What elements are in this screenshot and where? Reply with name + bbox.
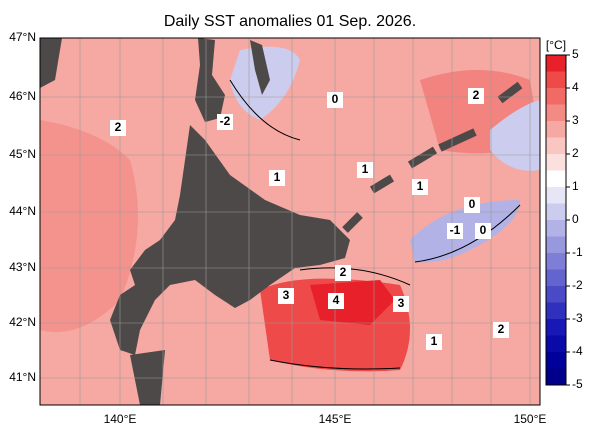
colorbar-swatch — [546, 55, 566, 72]
colorbar-swatch — [546, 352, 566, 369]
graticule — [40, 38, 540, 405]
colorbar-swatch — [546, 286, 566, 303]
contour-label-box — [278, 288, 294, 304]
colorbar-swatch — [546, 104, 566, 122]
cool-area — [410, 200, 520, 263]
lon-label: 140°E — [104, 412, 137, 426]
title: Daily SST anomalies 01 Sep. 2026. — [164, 13, 416, 30]
colorbar-swatch — [546, 121, 566, 138]
contour-label-box — [493, 322, 509, 338]
land — [40, 38, 62, 88]
colorbar-tick-label: 4 — [572, 80, 579, 94]
cool-area — [490, 100, 540, 171]
contour-label-box — [269, 170, 285, 186]
colorbar-swatch — [546, 236, 566, 254]
colorbar-label: [°C] — [546, 38, 566, 52]
colorbar-swatch — [546, 368, 566, 386]
contour-label: 2 — [115, 120, 122, 134]
contour-label: 2 — [498, 322, 505, 336]
contour-label: 1 — [274, 170, 281, 184]
colorbar-tick-label: -2 — [572, 278, 583, 292]
land-honshu — [130, 350, 165, 405]
colorbar-tick-label: 1 — [572, 179, 579, 193]
colorbar-swatch — [546, 88, 566, 105]
land-sakhalin — [195, 38, 225, 122]
contour-label-box — [217, 114, 233, 130]
contour-label-box — [327, 92, 343, 108]
contour-label-box — [464, 197, 480, 213]
contour-label: 1 — [417, 179, 424, 193]
lon-label: 145°E — [319, 412, 352, 426]
colorbar-tick-label: 3 — [572, 113, 579, 127]
map-frame — [39, 37, 541, 406]
colorbar-swatch — [546, 154, 566, 171]
colorbar-swatch — [546, 220, 566, 237]
colorbar-tick-label: -1 — [572, 245, 583, 259]
contour-label: 1 — [362, 162, 369, 176]
map — [40, 38, 540, 405]
colorbar-swatch — [546, 269, 566, 287]
lat-label: 46°N — [9, 89, 36, 103]
contour-label: 0 — [480, 223, 487, 237]
contour-label-box — [468, 88, 484, 104]
land-kurils — [342, 81, 523, 233]
lat-label: 45°N — [9, 147, 36, 161]
colorbar-swatch — [546, 137, 566, 155]
contour-label: -2 — [220, 114, 231, 128]
contour-label-box — [426, 334, 442, 350]
contour-label-box — [412, 179, 428, 195]
colorbar-swatch — [546, 170, 566, 188]
lat-label: 42°N — [9, 315, 36, 329]
lat-label: 41°N — [9, 370, 36, 384]
contour-label-box — [328, 293, 344, 309]
colorbar-swatch — [546, 203, 566, 221]
colorbar-tick-label: 2 — [572, 146, 579, 160]
contour-label: 2 — [473, 88, 480, 102]
contour-label: 0 — [332, 92, 339, 106]
contour-label-box — [357, 162, 373, 178]
lat-label: 47°N — [9, 30, 36, 44]
contour-label-box — [447, 223, 463, 239]
warm-area — [40, 120, 138, 332]
contour-label: 0 — [469, 197, 476, 211]
land-hokkaido — [110, 125, 350, 355]
contour-label-box — [475, 223, 491, 239]
contour-label: -1 — [450, 223, 461, 237]
contour-label-box — [110, 120, 126, 136]
colorbar-swatch — [546, 335, 566, 353]
colorbar-tick-label: -5 — [572, 377, 583, 391]
colorbar-tick-label: 0 — [572, 212, 579, 226]
lat-label: 43°N — [9, 260, 36, 274]
contour-label: 3 — [398, 296, 405, 310]
contour-label: 4 — [333, 293, 340, 307]
contour-label-box — [393, 296, 409, 312]
colorbar-swatch — [546, 319, 566, 336]
contour-label: 1 — [431, 334, 438, 348]
colorbar-swatch — [546, 253, 566, 270]
land-sakhalin — [250, 40, 270, 95]
contour-label: 3 — [283, 288, 290, 302]
lat-label: 44°N — [9, 204, 36, 218]
colorbar-swatch — [546, 187, 566, 204]
contour-label: 2 — [340, 265, 347, 279]
colorbar-tick-label: -3 — [572, 311, 583, 325]
colorbar-swatch — [546, 302, 566, 320]
contour — [229, 79, 521, 370]
colorbar-tick-label: 5 — [572, 47, 579, 61]
contour-label-box — [335, 265, 351, 281]
colorbar-tick-label: -4 — [572, 344, 583, 358]
colorbar-swatch — [546, 71, 566, 89]
lon-label: 150°E — [514, 412, 547, 426]
